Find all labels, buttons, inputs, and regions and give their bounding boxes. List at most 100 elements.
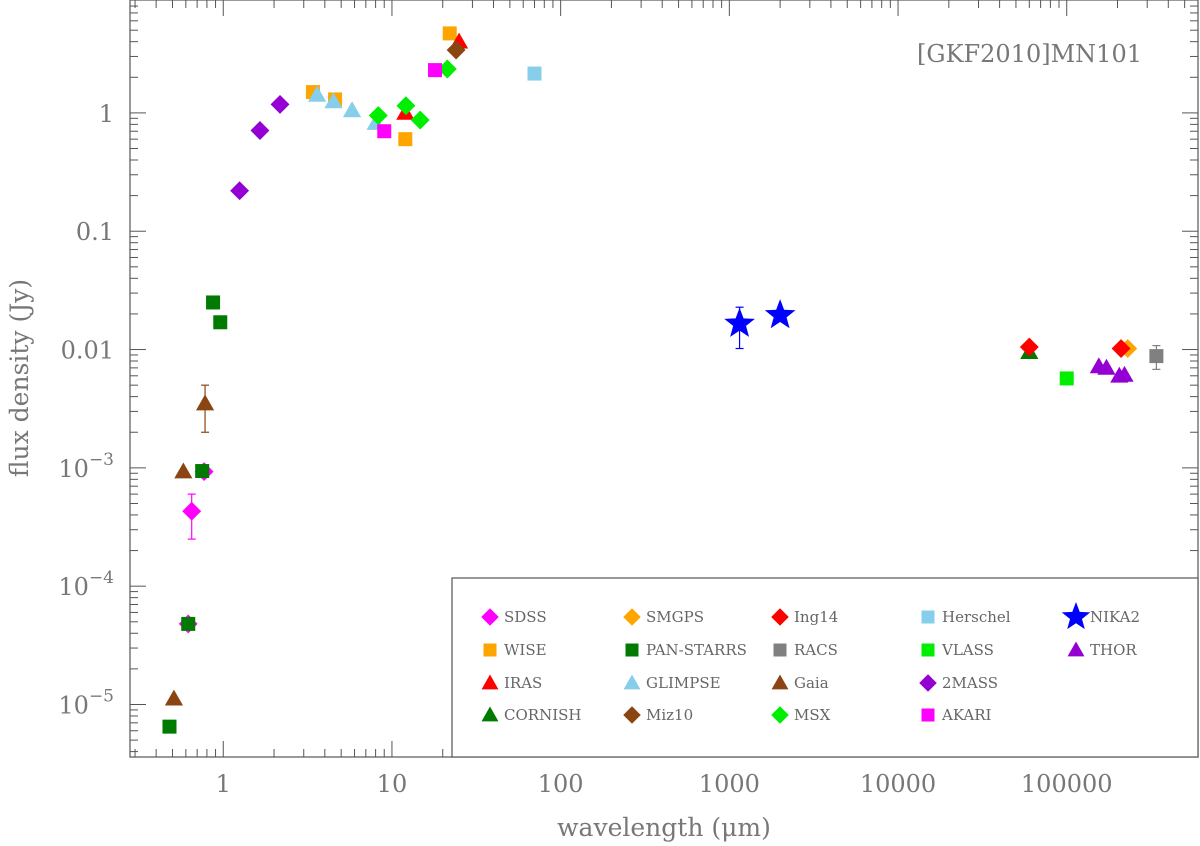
data-point-gaia xyxy=(195,394,215,411)
legend-marker xyxy=(623,706,641,724)
legend-item-herschel: Herschel xyxy=(921,608,1011,626)
data-point-glimpse xyxy=(308,85,327,102)
legend-marker xyxy=(623,608,641,626)
y-tick-label: 10−3 xyxy=(58,450,114,483)
data-point-gaia xyxy=(174,462,193,479)
legend-marker xyxy=(481,706,499,722)
data-point-wise xyxy=(398,132,413,147)
legend-label: MSX xyxy=(794,706,831,724)
data-point-pan-starrs xyxy=(181,616,196,631)
legend-item-smgps: SMGPS xyxy=(623,608,704,626)
x-tick-label: 1 xyxy=(216,770,231,798)
legend-item-cornish: CORNISH xyxy=(481,706,581,724)
legend-label: VLASS xyxy=(941,641,994,659)
y-tick-label: 10−5 xyxy=(58,687,114,720)
y-tick-label: 10−4 xyxy=(58,568,114,601)
data-point-thor xyxy=(1115,365,1134,382)
data-point-glimpse xyxy=(324,92,343,109)
legend-label: AKARI xyxy=(941,706,992,724)
legend-item-glimpse: GLIMPSE xyxy=(623,674,721,692)
data-point-msx xyxy=(396,96,416,116)
legend-label: GLIMPSE xyxy=(646,674,721,692)
legend-label: Herschel xyxy=(942,608,1011,626)
legend-marker xyxy=(771,608,789,626)
legend-marker xyxy=(771,674,789,690)
legend-item-miz10: Miz10 xyxy=(623,706,693,724)
y-tick-label: 0.01 xyxy=(61,337,114,365)
data-point-pan-starrs xyxy=(206,295,221,310)
data-point-thor xyxy=(1097,358,1116,375)
data-point-racs xyxy=(1149,349,1164,364)
x-tick-label: 1000 xyxy=(699,770,760,798)
legend-item-racs: RACS xyxy=(773,641,838,659)
data-point-msx xyxy=(410,110,430,130)
data-point-vlass xyxy=(1059,371,1074,386)
legend-item-wise: WISE xyxy=(483,641,547,659)
data-point-pan-starrs xyxy=(195,464,210,479)
legend-marker xyxy=(623,674,641,690)
x-tick-label: 10 xyxy=(377,770,408,798)
data-point-msx xyxy=(437,59,457,79)
legend-label: NIKA2 xyxy=(1090,608,1140,626)
data-point-pan-starrs xyxy=(213,315,228,330)
data-point-akari xyxy=(428,63,443,78)
data-point-2mass xyxy=(250,121,270,140)
x-tick-label: 10000 xyxy=(860,770,936,798)
legend-label: Ing14 xyxy=(794,608,838,626)
legend-marker xyxy=(921,643,935,657)
data-point-ing14 xyxy=(1019,337,1039,357)
data-point-ing14 xyxy=(1111,339,1131,358)
legend-item-pan-starrs: PAN-STARRS xyxy=(625,641,747,659)
legend-item-sdss: SDSS xyxy=(481,608,547,626)
data-point-miz10 xyxy=(446,40,466,60)
legend-box xyxy=(451,577,1199,758)
data-point-nika2 xyxy=(764,299,796,329)
legend-marker xyxy=(483,643,497,657)
legend-item-msx: MSX xyxy=(771,706,831,724)
legend-item-thor: THOR xyxy=(1067,641,1137,659)
legend-marker xyxy=(921,610,935,624)
legend-marker xyxy=(481,674,499,690)
y-tick-label: 0.1 xyxy=(76,218,114,246)
legend-label: CORNISH xyxy=(504,706,581,724)
legend-item-nika2: NIKA2 xyxy=(1061,602,1140,630)
legend-label: IRAS xyxy=(504,674,542,692)
legend-marker xyxy=(919,674,937,692)
legend-marker xyxy=(1067,641,1085,657)
legend-item-gaia: Gaia xyxy=(771,674,829,692)
legend-label: Gaia xyxy=(794,674,829,692)
data-point-gaia xyxy=(164,689,184,706)
data-point-nika2 xyxy=(724,307,755,337)
legend-marker xyxy=(921,708,935,722)
legend-label: THOR xyxy=(1090,641,1137,659)
legend-marker xyxy=(1061,602,1091,630)
data-point-akari xyxy=(377,124,392,139)
legend-label: WISE xyxy=(504,641,547,659)
legend-marker xyxy=(481,608,499,626)
legend-item-vlass: VLASS xyxy=(921,641,994,659)
data-point-sdss xyxy=(182,501,202,521)
legend-marker xyxy=(625,643,639,657)
y-tick-label: 1 xyxy=(99,100,114,128)
x-tick-label: 100000 xyxy=(1021,770,1113,798)
legend-item-2mass: 2MASS xyxy=(919,674,998,692)
legend-item-ing14: Ing14 xyxy=(771,608,838,626)
legend-item-iras: IRAS xyxy=(481,674,542,692)
legend-label: 2MASS xyxy=(942,674,998,692)
data-point-pan-starrs xyxy=(162,719,177,734)
data-point-glimpse xyxy=(342,101,362,118)
legend-label: SDSS xyxy=(504,608,547,626)
legend-marker xyxy=(771,706,789,724)
x-tick-label: 100 xyxy=(538,770,584,798)
chart-title: [GKF2010]MN101 xyxy=(917,40,1142,68)
legend-label: Miz10 xyxy=(646,706,693,724)
x-axis-title: wavelength (μm) xyxy=(557,813,771,842)
legend-marker xyxy=(773,643,787,657)
legend-item-akari: AKARI xyxy=(921,706,992,724)
legend-label: SMGPS xyxy=(646,608,704,626)
data-point-2mass xyxy=(270,94,290,114)
legend-label: RACS xyxy=(794,641,838,659)
legend-label: PAN-STARRS xyxy=(646,641,747,659)
data-point-herschel xyxy=(527,66,542,81)
